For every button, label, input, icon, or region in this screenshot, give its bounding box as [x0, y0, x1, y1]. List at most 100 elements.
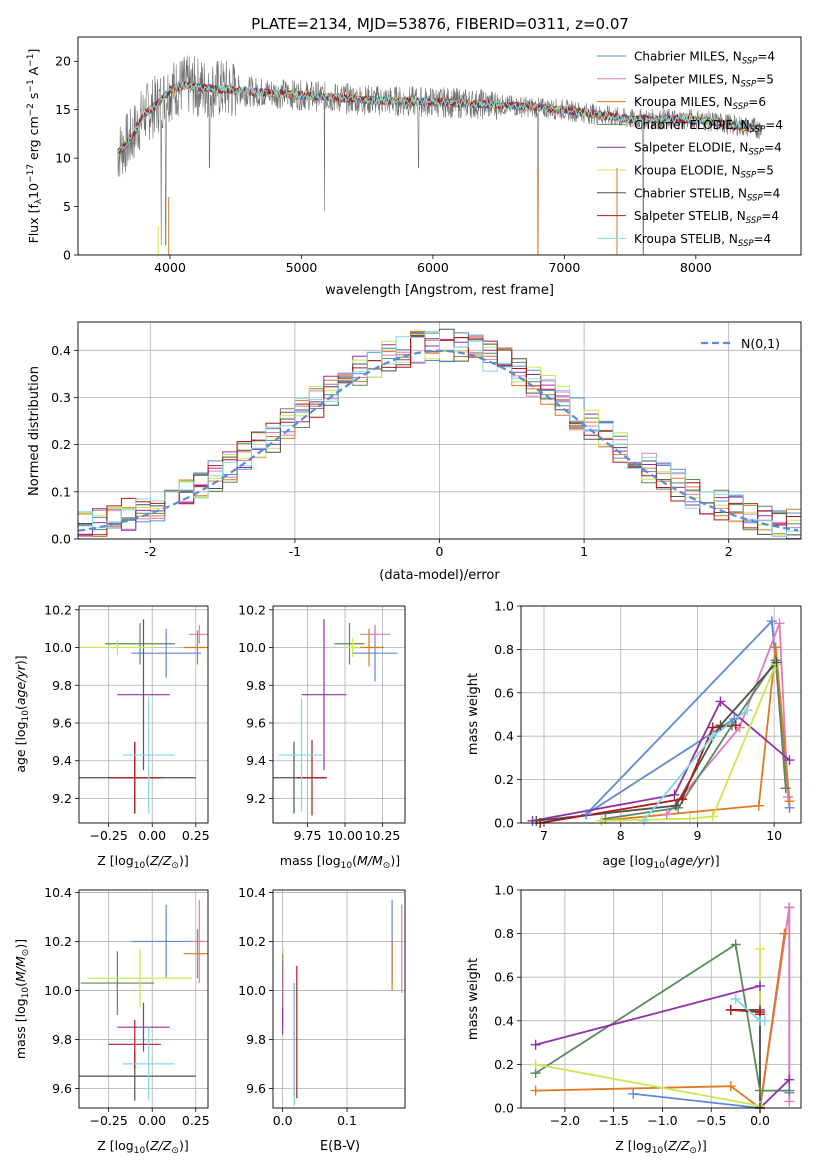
mass-weight-series-line — [540, 724, 736, 823]
y-tick-label: 9.2 — [246, 791, 266, 806]
y-tick-label: 9.8 — [246, 678, 266, 693]
x-tick-label: 0 — [436, 544, 444, 559]
x-tick-label: −0.25 — [89, 1113, 127, 1128]
x-tick-label: −0.5 — [696, 1113, 726, 1128]
y-tick-label: 10.2 — [44, 934, 72, 949]
spectrum-legend: Chabrier MILES, NSSP=4 Salpeter MILES, NS… — [597, 50, 783, 249]
axis-label: Z [log10(Z/Z⊙)] — [97, 1138, 188, 1156]
axes-frame — [520, 605, 802, 824]
plus-marker — [596, 815, 607, 826]
mass-vs-ebv-panel: 0.0 0.1 9.6 9.8 10.0 10.2 10.4 — [238, 885, 406, 1128]
y-tick-label: 0.1 — [51, 484, 71, 499]
x-tick-label: 10.25 — [365, 828, 401, 843]
axis-label: Flux [fλ10−17 erg cm−2 s−1 A−1] — [26, 49, 44, 244]
legend-entry: Kroupa ELODIE, NSSP=5 — [634, 164, 774, 181]
residual-histogram-step — [78, 331, 801, 537]
x-tick-label: 1 — [580, 544, 588, 559]
x-tick-label: −1.5 — [599, 1113, 629, 1128]
x-tick-label: 0.00 — [138, 1113, 166, 1128]
x-tick-label: 7 — [540, 828, 548, 843]
plus-marker — [771, 657, 782, 668]
plus-marker — [759, 1015, 770, 1026]
y-tick-label: 9.4 — [246, 753, 266, 768]
x-tick-label: 8 — [617, 828, 625, 843]
y-tick-label: 10.2 — [238, 934, 266, 949]
axis-label: (data-model)/error — [379, 568, 500, 583]
y-tick-label: 9.6 — [246, 715, 266, 730]
plus-marker — [755, 1085, 766, 1096]
x-tick-label: 8000 — [680, 260, 712, 275]
x-tick-label: 7000 — [548, 260, 580, 275]
y-tick-label: 0.2 — [51, 437, 71, 452]
plus-marker — [782, 791, 793, 802]
y-tick-label: 15 — [55, 102, 71, 117]
axis-label: mass [log10(M/M⊙)] — [280, 853, 400, 871]
legend-entry: Chabrier MILES, NSSP=4 — [634, 50, 775, 67]
normal-reference-curve — [78, 349, 799, 532]
axis-label: wavelength [Angstrom, rest frame] — [325, 283, 554, 298]
mass-weight-series-line — [532, 700, 791, 822]
y-tick-label: 9.6 — [52, 715, 72, 730]
y-tick-label: 10.0 — [44, 640, 72, 655]
y-tick-label: 10.0 — [44, 983, 72, 998]
axes-frame — [77, 321, 802, 540]
mass-weight-series-line — [601, 664, 777, 822]
observed-spectrum-line — [117, 55, 762, 255]
mass-weight-series-line — [605, 657, 787, 820]
legend-entry: Chabrier ELODIE, NSSP=4 — [634, 118, 783, 135]
x-tick-label: -1 — [289, 544, 301, 559]
y-tick-label: 0 — [63, 248, 71, 263]
plus-marker — [730, 994, 741, 1004]
mass-weight-series-line — [601, 647, 791, 822]
x-tick-label: −1.0 — [647, 1113, 677, 1128]
plus-marker — [770, 642, 781, 653]
y-tick-label: 10.2 — [238, 602, 266, 617]
x-tick-label: 0.0 — [750, 1113, 770, 1128]
age-vs-mass-marks — [273, 619, 398, 816]
mass-weight-series-line — [535, 948, 761, 1107]
y-tick-label: 0.4 — [494, 729, 514, 744]
x-tick-label: 10 — [766, 828, 782, 843]
mass-vs-z-marks — [79, 899, 208, 1101]
axis-label: age [log10(age/yr)] — [13, 655, 31, 772]
axes-frame — [78, 889, 209, 1109]
legend-entry: Chabrier STELIB, NSSP=4 — [634, 186, 780, 203]
plus-marker — [755, 943, 766, 954]
y-tick-label: 10.4 — [238, 885, 266, 900]
plus-marker — [530, 1068, 541, 1079]
y-tick-label: 0.4 — [494, 1013, 514, 1028]
legend-entry: Salpeter MILES, NSSP=5 — [634, 72, 774, 89]
massweight-vs-age-marks — [532, 619, 791, 823]
x-tick-label: 4000 — [154, 260, 186, 275]
plus-marker — [753, 800, 764, 811]
plus-marker — [784, 1085, 795, 1096]
massweight-vs-z-panel: −2.0 −1.5 −1.0 −0.5 0.0 0.0 0.2 0.4 0.6 0.8 1.0 — [494, 883, 802, 1128]
plus-marker — [774, 618, 785, 629]
age-vs-z-panel: −0.25 0.00 0.25 9.2 9.4 9.6 9.8 10.0 10.2 — [44, 602, 210, 843]
x-tick-label: 0.1 — [337, 1113, 357, 1128]
plus-marker — [780, 783, 791, 794]
plus-marker — [661, 809, 672, 820]
plus-marker — [725, 1004, 736, 1015]
y-tick-label: 0.6 — [494, 970, 514, 985]
legend-entry: Salpeter STELIB, NSSP=4 — [634, 209, 779, 226]
axis-label: Normed distribution — [27, 366, 42, 496]
plus-marker — [742, 705, 753, 716]
y-tick-label: 0.3 — [51, 390, 71, 405]
x-tick-label: −0.25 — [89, 828, 127, 843]
y-tick-label: 10.0 — [238, 640, 266, 655]
x-tick-label: 9.75 — [294, 828, 322, 843]
plus-marker — [684, 813, 695, 824]
x-tick-label: -2 — [144, 544, 156, 559]
legend-entry: N(0,1) — [741, 336, 780, 351]
y-tick-label: 10 — [55, 151, 71, 166]
axes-frame — [272, 889, 406, 1109]
mass-vs-ebv-marks — [282, 899, 403, 1106]
plus-marker — [707, 731, 718, 742]
x-tick-label: 5000 — [286, 260, 318, 275]
x-tick-label: 6000 — [417, 260, 449, 275]
y-tick-label: 10.4 — [44, 885, 72, 900]
spectrum-panel: 4000 5000 6000 7000 8000 0 5 10 15 20 — [55, 36, 802, 275]
y-tick-label: 5 — [63, 199, 71, 214]
